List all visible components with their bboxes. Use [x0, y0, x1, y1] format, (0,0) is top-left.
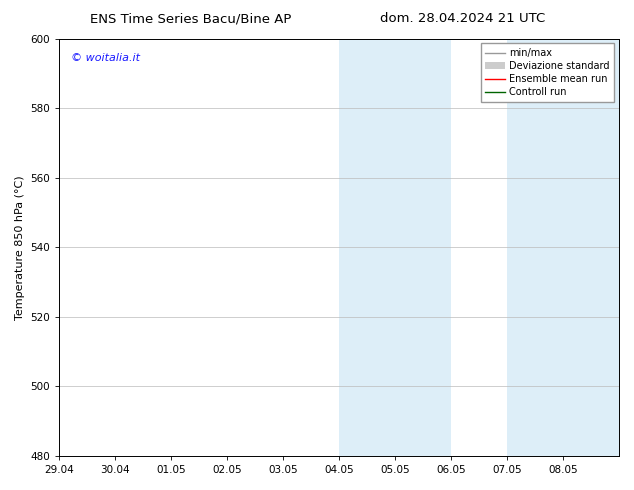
Text: ENS Time Series Bacu/Bine AP: ENS Time Series Bacu/Bine AP [89, 12, 291, 25]
Y-axis label: Temperature 850 hPa (°C): Temperature 850 hPa (°C) [15, 175, 25, 319]
Bar [339, 39, 451, 456]
Text: dom. 28.04.2024 21 UTC: dom. 28.04.2024 21 UTC [380, 12, 545, 25]
Legend: min/max, Deviazione standard, Ensemble mean run, Controll run: min/max, Deviazione standard, Ensemble m… [481, 44, 614, 102]
Text: © woitalia.it: © woitalia.it [70, 53, 139, 63]
Bar [507, 39, 619, 456]
